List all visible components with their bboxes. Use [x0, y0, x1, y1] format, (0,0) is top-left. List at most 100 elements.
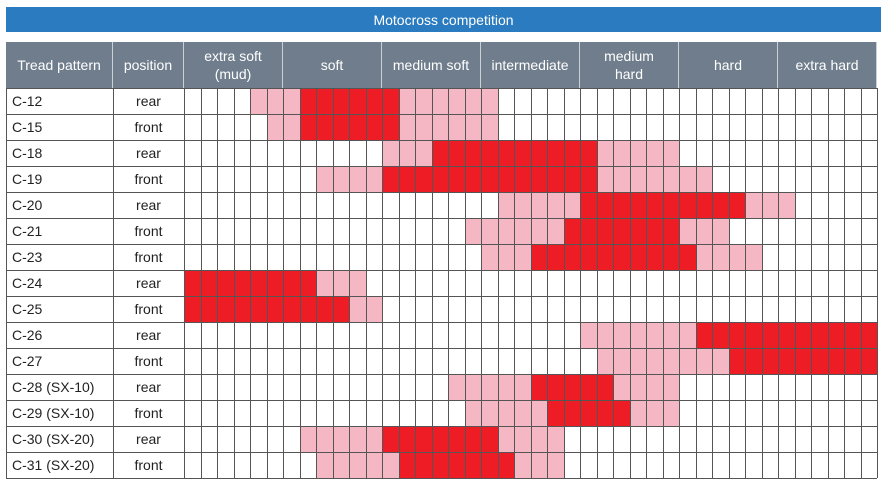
grid-line — [827, 88, 829, 478]
rating-cell — [415, 426, 432, 452]
rating-cell — [316, 114, 333, 140]
rating-cell — [563, 244, 580, 270]
rating-cell — [481, 426, 498, 452]
rating-cell — [316, 270, 333, 296]
rating-cell — [530, 166, 547, 192]
grid-line — [6, 270, 877, 271]
grid-line — [349, 88, 350, 478]
tread-label: C-12 — [12, 93, 43, 109]
rating-cell — [299, 296, 316, 322]
rating-cell — [827, 348, 844, 374]
rating-cell — [596, 244, 613, 270]
rating-cell — [250, 270, 267, 296]
rating-cell — [629, 400, 646, 426]
rating-cell — [365, 114, 382, 140]
rating-cell — [629, 166, 646, 192]
rating-cell — [464, 426, 481, 452]
grid-line — [646, 88, 647, 478]
rating-cell — [629, 322, 646, 348]
header-position: position — [113, 42, 184, 88]
rating-cell — [580, 400, 597, 426]
grid-line — [778, 88, 779, 478]
rating-cell — [728, 244, 745, 270]
rating-cell — [349, 88, 366, 114]
grid-line — [217, 88, 218, 478]
rating-cell — [497, 374, 514, 400]
grid-line — [6, 114, 877, 115]
rating-cell — [217, 296, 234, 322]
rating-cell — [712, 244, 729, 270]
rating-cell — [266, 114, 283, 140]
rating-cell — [613, 244, 630, 270]
rating-cell — [464, 374, 481, 400]
grid-line — [679, 88, 680, 478]
rating-cell — [596, 348, 613, 374]
rating-cell — [728, 322, 745, 348]
grid-line — [184, 88, 185, 478]
rating-cell — [745, 192, 762, 218]
tread-label: C-27 — [12, 353, 43, 369]
rating-cell — [530, 426, 547, 452]
rating-cell — [613, 374, 630, 400]
grid-line — [6, 348, 877, 349]
rating-cell — [316, 426, 333, 452]
rating-cell — [514, 452, 531, 478]
rating-cell — [596, 322, 613, 348]
rating-cell — [580, 218, 597, 244]
rating-cell — [679, 192, 696, 218]
rating-cell — [712, 322, 729, 348]
rating-cell — [349, 166, 366, 192]
rating-cell — [233, 296, 250, 322]
rating-cell — [596, 140, 613, 166]
rating-cell — [448, 374, 465, 400]
grid-line — [514, 88, 515, 478]
rating-cell — [613, 166, 630, 192]
rating-cell — [497, 140, 514, 166]
grid-line — [530, 88, 532, 478]
rating-cell — [481, 140, 498, 166]
rating-cell — [481, 244, 498, 270]
tread-label: C-20 — [12, 197, 43, 213]
header-category: extra hard — [778, 42, 877, 88]
grid-line — [596, 88, 598, 478]
rating-cell — [481, 114, 498, 140]
header-category: intermediate — [481, 42, 580, 88]
rating-cell — [398, 114, 415, 140]
rating-cell — [514, 166, 531, 192]
rating-cell — [629, 348, 646, 374]
rating-cell — [530, 218, 547, 244]
rating-cell — [283, 296, 300, 322]
grid-line — [6, 452, 877, 453]
rating-cell — [448, 140, 465, 166]
rating-cell — [662, 166, 679, 192]
rating-cell — [794, 322, 811, 348]
rating-cell — [514, 244, 531, 270]
rating-cell — [662, 244, 679, 270]
header-tread-pattern: Tread pattern — [6, 42, 113, 88]
grid-line — [662, 88, 664, 478]
grid-line — [745, 88, 746, 478]
grid-line — [695, 88, 697, 478]
rating-cell — [629, 218, 646, 244]
rating-cell — [415, 452, 432, 478]
rating-cell — [547, 426, 564, 452]
grid-line — [332, 88, 334, 478]
rating-cell — [382, 166, 399, 192]
rating-cell — [217, 270, 234, 296]
rating-cell — [464, 140, 481, 166]
rating-cell — [398, 426, 415, 452]
rating-cell — [530, 374, 547, 400]
rating-cell — [728, 192, 745, 218]
rating-cell — [332, 296, 349, 322]
rating-cell — [448, 114, 465, 140]
position-label: rear — [136, 327, 161, 343]
rating-cell — [283, 270, 300, 296]
grid-line — [6, 140, 877, 141]
tread-label: C-18 — [12, 145, 43, 161]
rating-cell — [332, 270, 349, 296]
grid-line — [250, 88, 251, 478]
rating-cell — [514, 426, 531, 452]
tread-label: C-24 — [12, 275, 43, 291]
rating-cell — [316, 88, 333, 114]
grid-line — [629, 88, 631, 478]
